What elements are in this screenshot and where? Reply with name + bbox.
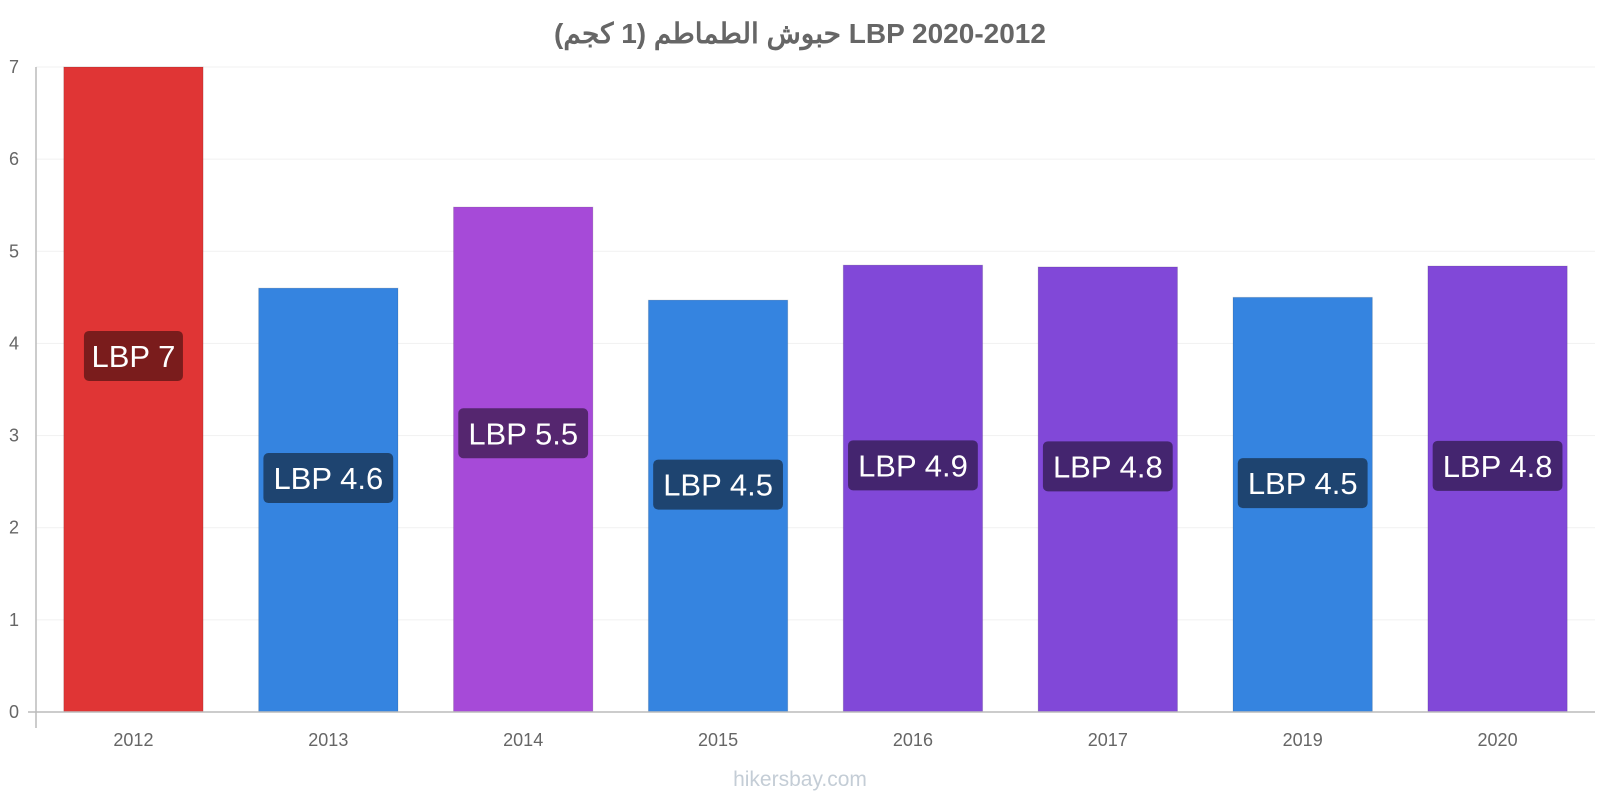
x-tick-label: 2016 (893, 730, 933, 750)
x-tick-label: 2020 (1478, 730, 1518, 750)
data-label: LBP 5.5 (468, 416, 578, 451)
data-label: LBP 4.9 (858, 448, 968, 483)
data-label: LBP 4.8 (1443, 449, 1553, 484)
data-label-box (653, 459, 783, 510)
x-tick-label: 2019 (1283, 730, 1323, 750)
data-label: LBP 4.5 (663, 468, 773, 503)
data-label-box (1237, 458, 1368, 509)
bar-group-2015: LBP 4.5 (647, 299, 789, 713)
bar-group-2013: LBP 4.6 (258, 287, 399, 713)
bar-group-2019: LBP 4.5 (1232, 296, 1373, 713)
y-tick-label: 3 (9, 426, 19, 446)
x-tick-label: 2014 (503, 730, 543, 750)
bar-group-2016: LBP 4.9 (842, 264, 984, 713)
data-label: LBP 4.6 (273, 461, 383, 496)
data-label: LBP 4.5 (1248, 466, 1358, 501)
data-label: LBP 7 (91, 339, 175, 374)
data-label-box (1042, 441, 1173, 492)
data-label-box (1432, 440, 1563, 491)
y-tick-label: 6 (9, 149, 19, 169)
x-tick-label: 2013 (308, 730, 348, 750)
bars: LBP 7 LBP 4.6 LBP 5.5 LBP 4.5 LBP 4.9 LBP 4.8… (63, 66, 1568, 713)
x-tick-label: 2017 (1088, 730, 1128, 750)
bar-group-2020: LBP 4.8 (1427, 265, 1568, 713)
y-tick-label: 7 (9, 57, 19, 77)
y-tick-label: 1 (9, 610, 19, 630)
source-credit: hikersbay.com (733, 768, 867, 791)
y-tick-label: 2 (9, 518, 19, 538)
bar-group-2012: LBP 7 (63, 66, 204, 713)
data-label-box (848, 440, 978, 491)
y-tick-label: 0 (9, 702, 19, 722)
data-label-box (263, 453, 394, 504)
bar-group-2017: LBP 4.8 (1037, 266, 1178, 713)
data-label: LBP 4.8 (1053, 449, 1163, 484)
data-label-box (83, 330, 183, 381)
y-tick-label: 4 (9, 333, 19, 353)
bar (453, 206, 594, 713)
bar-group-2014: LBP 5.5 (453, 206, 594, 713)
x-tick-label: 2015 (698, 730, 738, 750)
y-tick-label: 5 (9, 241, 19, 261)
x-tick-label: 2012 (113, 730, 153, 750)
bar (63, 66, 204, 713)
axes: 0 1 2 3 4 5 6 7 2012 2013 2014 2015 2016 2017 2019 2020 (9, 57, 1595, 750)
chart-title: حبوش الطماطم (1 كجم) LBP 2020-2012 (554, 18, 1046, 51)
data-label-box (458, 408, 589, 459)
